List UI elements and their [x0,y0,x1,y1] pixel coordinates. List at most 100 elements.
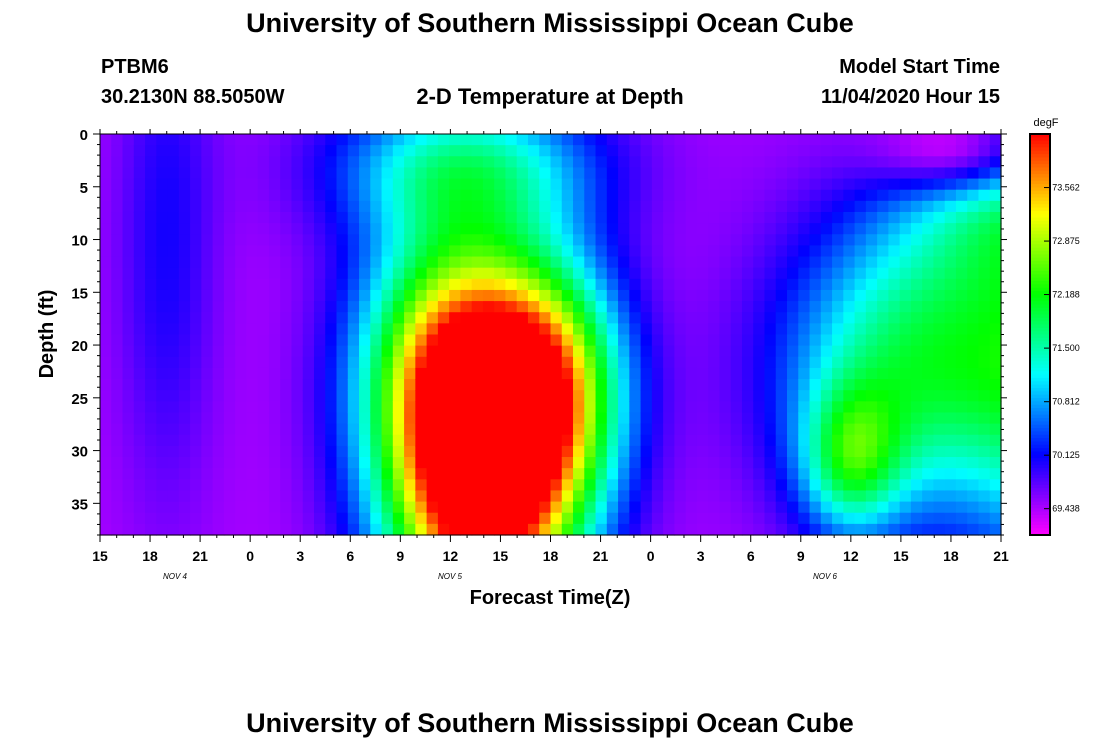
heatmap-cell [178,356,191,369]
heatmap-cell [482,468,495,480]
heatmap-cell [696,323,709,336]
heatmap-cell [708,423,721,436]
heatmap-cell [426,479,439,492]
heatmap-cell [392,401,405,414]
heatmap-cell [257,512,270,525]
heatmap-cell [336,367,349,380]
heatmap-cell [190,134,202,146]
heatmap-cell [257,379,270,391]
heatmap-cell [933,223,946,235]
heatmap-cell [640,390,653,402]
heatmap-cell [460,234,473,246]
heatmap-cell [505,501,518,514]
heatmap-cell [381,211,394,224]
heatmap-cell [573,434,585,447]
heatmap-cell [787,367,799,380]
heatmap-cell [539,468,552,480]
heatmap-cell [629,379,642,391]
heatmap-cell [460,301,473,313]
heatmap-cell [223,390,236,402]
heatmap-cell [302,211,315,224]
heatmap-cell [246,468,259,480]
heatmap-cell [223,457,236,469]
heatmap-cell [978,367,991,380]
heatmap-cell [100,379,112,391]
heatmap-cell [494,145,507,157]
heatmap-cell [516,267,529,280]
heatmap-cell [494,256,507,269]
heatmap-cell [404,457,416,469]
heatmap-cell [820,379,833,391]
heatmap-cell [111,234,124,246]
heatmap-cell [302,345,315,358]
heatmap-cell [584,434,597,447]
heatmap-cell [133,211,146,224]
heatmap-cell [280,278,293,291]
heatmap-cell [764,312,777,324]
heatmap-cell [415,445,428,458]
heatmap-cell [516,345,529,358]
heatmap-cell [347,479,360,492]
heatmap-cell [133,434,146,447]
heatmap-cell [404,211,416,224]
heatmap-cell [809,434,822,447]
colorbar-step [1030,501,1050,506]
colorbar-step [1030,468,1050,473]
heatmap-cell [302,490,315,503]
heatmap-cell [978,401,991,414]
heatmap-cell [967,523,980,536]
heatmap-cell [437,356,450,369]
colorbar-step [1030,137,1050,142]
heatmap-cell [268,512,281,525]
heatmap-cell [156,211,169,224]
colorbar-step [1030,324,1050,329]
colorbar-step [1030,250,1050,255]
heatmap-cell [573,501,585,514]
heatmap-cell [967,278,980,291]
heatmap-cell [539,434,552,447]
heatmap-cell [877,323,889,336]
heatmap-cell [178,323,191,336]
heatmap-cell [539,501,552,514]
heatmap-cell [223,501,236,514]
heatmap-cell [899,434,912,447]
heatmap-cell [201,345,214,358]
heatmap-cell [494,445,507,458]
heatmap-cell [516,178,529,191]
heatmap-cell [764,334,777,347]
heatmap-cell [223,512,236,525]
heatmap-cell [133,278,146,291]
heatmap-cell [122,356,135,369]
heatmap-cell [291,457,304,469]
heatmap-cell [145,189,157,202]
heatmap-cell [753,312,766,324]
heatmap-cell [955,401,968,414]
heatmap-cell [257,134,270,146]
heatmap-cell [978,278,991,291]
heatmap-cell [313,234,326,246]
heatmap-cell [122,379,135,391]
heatmap-cell [989,468,1002,480]
heatmap-cell [291,156,304,169]
heatmap-cell [494,434,507,447]
heatmap-cell [978,423,991,436]
heatmap-cell [257,178,270,191]
heatmap-cell [764,367,777,380]
heatmap-cell [145,312,157,324]
heatmap-cell [955,479,968,492]
heatmap-cell [516,245,529,258]
heatmap-cell [573,490,585,503]
colorbar-step [1030,434,1050,439]
heatmap-cell [133,356,146,369]
heatmap-cell [561,256,574,269]
heatmap-cell [764,134,777,146]
heatmap-cell [854,367,867,380]
heatmap-cell [775,189,788,202]
heatmap-cell [685,412,698,425]
heatmap-cell [910,423,923,436]
heatmap-cell [156,367,169,380]
date-label: NOV 6 [813,572,838,581]
heatmap-cell [494,501,507,514]
heatmap-cell [325,134,338,146]
heatmap-cell [798,189,811,202]
